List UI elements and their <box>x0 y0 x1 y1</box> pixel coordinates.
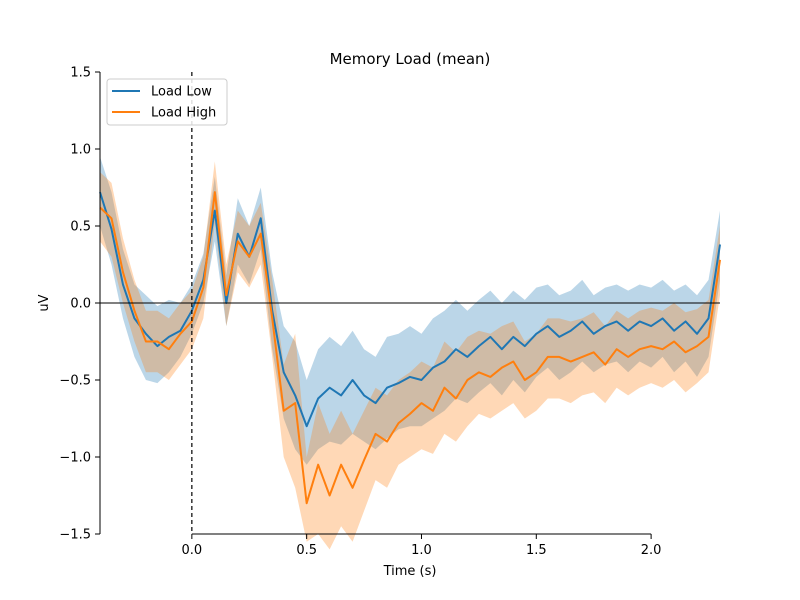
chart-title: Memory Load (mean) <box>330 50 491 68</box>
x-tick-label: 0.5 <box>296 543 317 558</box>
x-tick-label: 1.5 <box>526 543 547 558</box>
line-series-2 <box>99 191 721 505</box>
y-tick-label: −1.0 <box>59 451 91 466</box>
y-tick-label: −1.5 <box>59 528 91 543</box>
x-tick-label: 1.0 <box>411 543 432 558</box>
axes: −1.5 −1.0 −0.5 0.0 0.5 1.0 1.5 0.0 0.5 1.0 1.5 2.0 <box>59 66 661 559</box>
y-tick-label: −0.5 <box>59 374 91 389</box>
x-tick-label: 2.0 <box>641 543 662 558</box>
legend-label: Load High <box>151 106 216 121</box>
x-axis-label: Time (s) <box>383 564 437 579</box>
y-tick-label: 1.5 <box>70 66 91 81</box>
y-tick-label: 1.0 <box>70 143 91 158</box>
series-lines <box>99 191 721 505</box>
confidence-bands <box>100 156 720 550</box>
reference-lines <box>100 72 720 534</box>
x-tick-label: 0.0 <box>182 543 203 558</box>
legend: Load Low Load High <box>106 78 228 126</box>
y-tick-label: 0.5 <box>70 220 91 235</box>
y-axis-label: uV <box>37 294 52 311</box>
band-series-1 <box>100 156 720 465</box>
y-tick-label: 0.0 <box>70 297 91 312</box>
legend-label: Load Low <box>151 85 212 100</box>
band-series-2 <box>100 161 720 550</box>
